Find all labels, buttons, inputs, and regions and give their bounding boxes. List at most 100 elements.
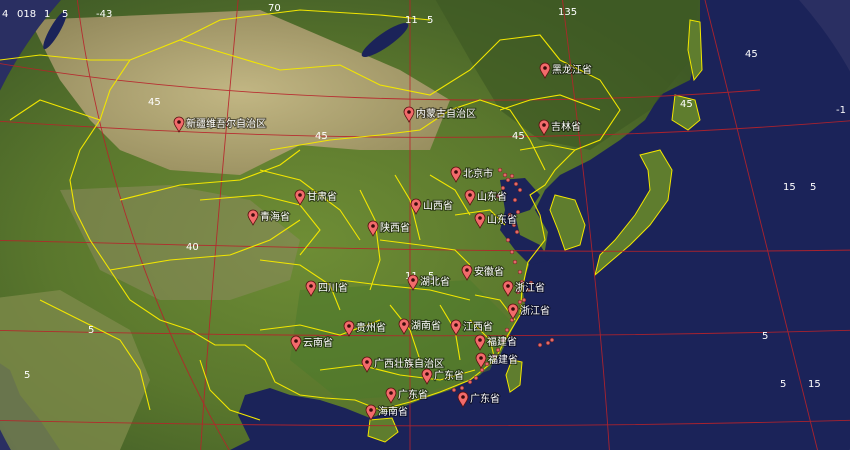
- border-henan: [379, 239, 471, 266]
- place-marker-qinghai[interactable]: 青海省: [247, 209, 291, 226]
- place-marker-zhejiang-1[interactable]: 浙江省: [502, 280, 546, 297]
- place-marker-shanxi[interactable]: 山西省: [410, 198, 454, 215]
- border-kazakh: [0, 54, 130, 61]
- border-tibet: [109, 219, 301, 271]
- coastal-dot: [467, 379, 473, 385]
- place-label-anhui: 安徽省: [474, 265, 504, 278]
- place-marker-beijing[interactable]: 北京市: [450, 166, 494, 183]
- map-pin-icon[interactable]: [407, 274, 419, 291]
- place-label-shandong-1: 山东省: [477, 190, 507, 203]
- map-pin-icon[interactable]: [173, 116, 185, 133]
- map-pin-icon[interactable]: [539, 62, 551, 79]
- border-south-asia: [39, 299, 151, 411]
- coastal-dot: [479, 367, 485, 373]
- map-pin-icon[interactable]: [450, 319, 462, 336]
- coastal-dot: [495, 347, 501, 353]
- coastal-dot: [525, 287, 531, 293]
- border-fujian: [469, 319, 496, 361]
- place-label-jilin: 吉林省: [551, 120, 581, 133]
- border-hubei: [339, 279, 471, 301]
- coastal-dot: [491, 353, 497, 359]
- map-pin-icon[interactable]: [502, 280, 514, 297]
- graticule-label-lat-45-center: 45: [315, 131, 328, 142]
- graticule-label-lat-40: 40: [186, 242, 199, 253]
- graticule-label-mid-5: 5: [427, 15, 433, 26]
- map-pin-icon[interactable]: [365, 404, 377, 421]
- place-label-shaanxi: 陕西省: [380, 221, 410, 234]
- place-marker-heilongjiang[interactable]: 黑龙江省: [539, 62, 593, 79]
- graticule-label-top-135: 135: [558, 7, 577, 18]
- map-pin-icon[interactable]: [538, 119, 550, 136]
- place-label-guangdong-3: 广东省: [470, 392, 500, 405]
- place-label-shandong-2: 山东省: [487, 213, 517, 226]
- place-marker-jilin[interactable]: 吉林省: [538, 119, 582, 136]
- place-marker-jiangxi[interactable]: 江西省: [450, 319, 494, 336]
- graticule-label-lat-5-right: 5: [810, 182, 816, 193]
- map-pin-center: [542, 123, 546, 127]
- map-pin-icon[interactable]: [474, 334, 486, 351]
- place-marker-guangdong-2[interactable]: 广东省: [385, 387, 429, 404]
- map-pin-icon[interactable]: [410, 198, 422, 215]
- map-pin-icon[interactable]: [398, 318, 410, 335]
- coastal-dot: [528, 280, 534, 286]
- place-marker-shandong-2[interactable]: 山东省: [474, 212, 518, 229]
- place-marker-guangxi[interactable]: 广西壮族自治区: [361, 356, 445, 373]
- map-pin-icon[interactable]: [421, 368, 433, 385]
- map-pin-icon[interactable]: [290, 335, 302, 352]
- border-shanxi: [394, 174, 421, 241]
- coastal-dot: [512, 259, 518, 265]
- map-pin-icon[interactable]: [403, 106, 415, 123]
- place-marker-xinjiang[interactable]: 新疆维吾尔自治区: [173, 116, 267, 133]
- graticule-label-top-70: 70: [268, 3, 281, 14]
- map-pin-icon[interactable]: [305, 280, 317, 297]
- place-marker-neimenggu[interactable]: 内蒙古自治区: [403, 106, 477, 123]
- place-marker-fujian-2[interactable]: 福建省: [475, 352, 519, 369]
- place-marker-guangdong-3[interactable]: 广东省: [457, 391, 501, 408]
- border-indochina: [199, 359, 261, 421]
- map-pin-icon[interactable]: [361, 356, 373, 373]
- map-pin-icon[interactable]: [457, 391, 469, 408]
- place-marker-guangdong-1[interactable]: 广东省: [421, 368, 465, 385]
- place-marker-hunan[interactable]: 湖南省: [398, 318, 442, 335]
- border-shaanxi: [359, 189, 381, 291]
- map-pin-icon[interactable]: [343, 320, 355, 337]
- map-pin-center: [506, 284, 510, 288]
- place-marker-anhui[interactable]: 安徽省: [461, 264, 505, 281]
- place-marker-hainan[interactable]: 海南省: [365, 404, 409, 421]
- place-marker-yunnan[interactable]: 云南省: [290, 335, 334, 352]
- coastal-dot: [517, 269, 523, 275]
- map-pin-icon[interactable]: [450, 166, 462, 183]
- place-marker-shandong-1[interactable]: 山东省: [464, 189, 508, 206]
- place-label-guizhou: 贵州省: [356, 321, 386, 334]
- place-marker-guizhou[interactable]: 贵州省: [343, 320, 387, 337]
- map-pin-icon[interactable]: [367, 220, 379, 237]
- place-label-yunnan: 云南省: [303, 336, 333, 349]
- place-marker-hubei[interactable]: 湖北省: [407, 274, 451, 291]
- place-marker-sichuan[interactable]: 四川省: [305, 280, 349, 297]
- map-pin-icon[interactable]: [475, 352, 487, 369]
- coastal-dot: [517, 299, 523, 305]
- map-pin-icon[interactable]: [474, 212, 486, 229]
- coastal-markers: [451, 167, 555, 393]
- map-pin-icon[interactable]: [461, 264, 473, 281]
- graticule-label-lat-45-far: 45: [745, 49, 758, 60]
- place-marker-shaanxi[interactable]: 陕西省: [367, 220, 411, 237]
- place-marker-gansu[interactable]: 甘肃省: [294, 189, 338, 206]
- map-pin-center: [371, 224, 375, 228]
- map-pin-icon[interactable]: [247, 209, 259, 226]
- map-pin-center: [478, 338, 482, 342]
- map-pin-icon[interactable]: [464, 189, 476, 206]
- graticule-label-far-left-5: 5: [24, 370, 30, 381]
- place-label-heilongjiang: 黑龙江省: [552, 63, 592, 76]
- place-label-fujian-1: 福建省: [487, 335, 517, 348]
- map-pin-icon[interactable]: [294, 189, 306, 206]
- place-marker-fujian-1[interactable]: 福建省: [474, 334, 518, 351]
- map-pin-icon[interactable]: [507, 303, 519, 320]
- place-label-hainan: 海南省: [378, 405, 408, 418]
- place-marker-zhejiang-2[interactable]: 浙江省: [507, 303, 551, 320]
- map-pin-icon[interactable]: [385, 387, 397, 404]
- coastal-dot: [521, 297, 527, 303]
